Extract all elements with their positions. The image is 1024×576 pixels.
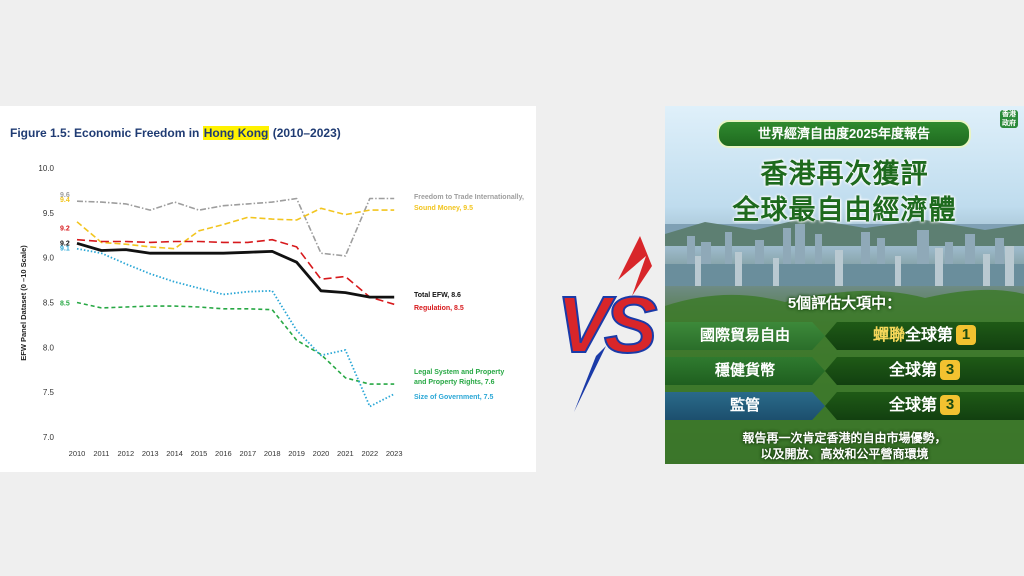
y-tick-label: 9.0 [43,254,55,263]
series-start-label: 8.5 [60,301,70,308]
chart-title-suffix: (2010–2023) [269,126,341,140]
rank-badge: 1 [956,325,977,345]
poster-report-title: 世界經濟自由度2025年度報告 [717,120,971,148]
y-tick-label: 10.0 [38,164,54,173]
chart-card: Figure 1.5: Economic Freedom in Hong Kon… [0,106,536,472]
series-start-label: 9.1 [60,246,70,253]
series-end-label-line: Legal System and Property [414,369,504,376]
series-line [76,197,395,257]
x-tick-label: 2022 [361,449,378,458]
y-tick-label: 9.5 [43,209,55,218]
series-end-label-line: and Property Rights, 7.6 [414,379,495,386]
series-end-label-line: Sound Money, 9.5 [414,205,473,212]
x-tick-label: 2020 [313,449,330,458]
poster-row-money: 穩健貨幣 全球第 3 [665,357,1024,385]
series-end-label: Legal System and Property and Property Ri… [414,369,504,386]
x-tick-label: 2023 [386,449,403,458]
series-start-label: 9.2 [60,226,70,233]
x-tick-label: 2014 [166,449,183,458]
y-axis-label: EFW Panel Dataset (0 –10 Scale) [19,245,28,361]
x-tick-label: 2012 [117,449,134,458]
poster-row-trade: 國際貿易自由 蟬聯全球第 1 [665,322,1024,350]
result-main: 全球第 [888,362,937,379]
poster: 香港 政府 世界經濟自由度2025年度報告 香港再次獲評 全球最自由經濟體 5個… [665,106,1024,464]
series-end-label-line: Regulation, 8.5 [414,305,464,312]
rank-badge: 3 [940,395,960,415]
chart-title: Figure 1.5: Economic Freedom in Hong Kon… [10,126,341,140]
series-end-label-line: Total EFW, 8.6 [414,292,461,299]
poster-row-label: 穩健貨幣 [665,357,825,385]
series-end-label: Regulation, 8.5 [414,305,464,312]
chart-title-prefix: Figure 1.5: Economic Freedom in [10,126,203,140]
poster-headline-line2: 全球最自由經濟體 [732,195,957,225]
x-tick-label: 2018 [264,449,281,458]
series-line [76,301,395,385]
y-tick-label: 7.0 [43,433,55,442]
poster-row-regulation: 監管 全球第 3 [665,392,1024,420]
vs-text: VS [557,280,657,369]
lightning-bolt-red [618,236,652,296]
poster-row-result: 蟬聯全球第 1 [825,322,1024,350]
x-tick-label: 2019 [288,449,305,458]
series-line [76,238,395,306]
x-tick-label: 2011 [93,449,109,458]
poster-headline-line1: 香港再次獲評 [760,159,929,189]
x-tick-label: 2021 [337,449,354,458]
series-start-label: 9.2 [60,240,70,247]
poster-row-result: 全球第 3 [825,392,1024,420]
series-end-label: Sound Money, 9.5 [414,205,473,212]
y-tick-label: 8.0 [43,343,55,352]
line-chart: 10.0 9.5 9.0 8.5 8.0 7.5 7.0 2010 2011 2012 2013 20… [19,164,524,458]
series-end-label: Freedom to Trade Internationally, [414,194,524,201]
poster-row-result: 全球第 3 [825,357,1024,385]
series-line [76,241,395,299]
poster-row-label: 國際貿易自由 [665,322,825,350]
chart-title-highlight: Hong Kong [202,126,270,140]
series-line [76,247,395,408]
result-main: 全球第 [905,327,954,344]
poster-footer-line1: 報告再一次肯定香港的自由市場優勢， [742,431,947,445]
result-main: 全球第 [888,397,937,414]
x-tick-label: 2017 [239,449,256,458]
x-tick-label: 2016 [215,449,232,458]
vs-graphic: VS [548,236,664,416]
series-end-label-line: Size of Government, 7.5 [414,394,493,401]
series-start-label: 9.6 [60,192,70,199]
series-line [76,207,395,250]
y-tick-label: 8.5 [43,299,55,308]
series-end-label: Size of Government, 7.5 [414,394,493,401]
poster-footer-line2: 以及開放、高效和公平營商環境 [760,447,929,461]
x-tick-label: 2013 [142,449,159,458]
poster-subheading: 5個評估大項中： [787,295,902,312]
series-start-label: 9.4 [60,197,70,204]
x-tick-label: 2010 [69,449,86,458]
series-end-label: Total EFW, 8.6 [414,292,461,299]
rank-badge: 3 [940,360,960,380]
poster-logo: 香港 政府 [1000,110,1018,128]
series-end-label-line: Freedom to Trade Internationally, [414,194,524,201]
x-tick-label: 2015 [191,449,208,458]
lightning-bolt-blue [574,346,606,412]
poster-row-label: 監管 [665,392,825,420]
result-prefix: 蟬聯 [872,327,905,344]
y-tick-label: 7.5 [43,388,55,397]
